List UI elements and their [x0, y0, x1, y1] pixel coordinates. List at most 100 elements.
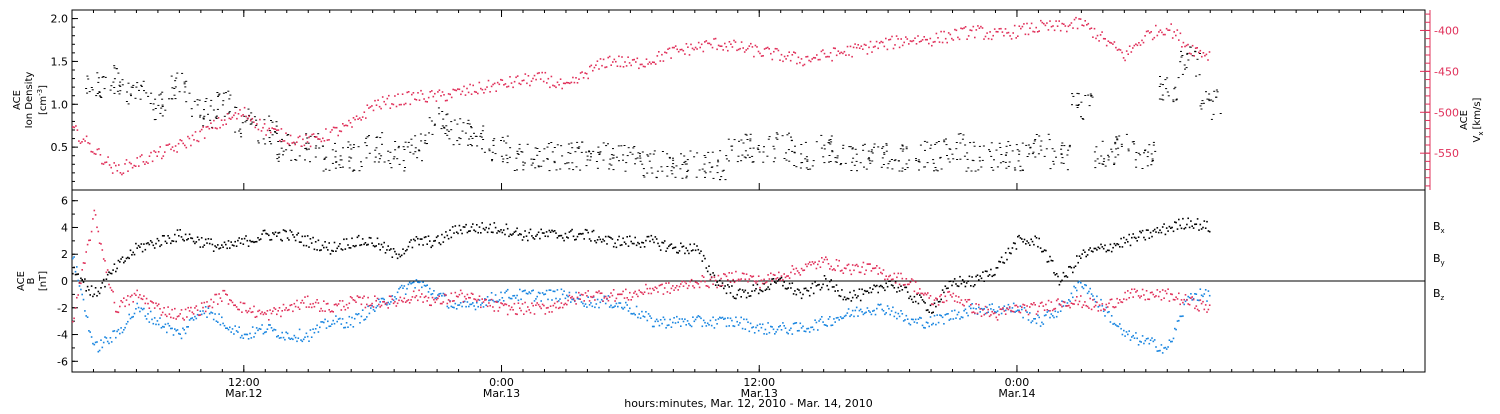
- bx-point: [756, 283, 759, 286]
- by-point: [1135, 332, 1137, 334]
- by-point: [309, 329, 312, 331]
- density-point: [334, 167, 337, 169]
- bz-point: [302, 302, 305, 304]
- bz-point: [120, 300, 122, 302]
- bx-point: [614, 242, 616, 245]
- bx-point: [625, 243, 627, 245]
- bx-point: [1059, 280, 1062, 283]
- vx-point: [608, 55, 611, 58]
- density-point: [98, 91, 101, 93]
- by-point: [800, 327, 803, 329]
- density-point: [639, 160, 642, 162]
- bz-point: [933, 299, 936, 301]
- bz-point: [822, 261, 824, 263]
- density-point: [159, 112, 162, 114]
- density-point: [1158, 86, 1161, 87]
- vx-point: [1035, 26, 1037, 29]
- vx-point: [928, 42, 930, 45]
- bz-point: [367, 296, 369, 299]
- bz-point: [560, 302, 563, 304]
- bx-point: [1022, 241, 1024, 243]
- bz-point: [113, 301, 116, 304]
- vx-point: [234, 112, 237, 114]
- density-point: [353, 144, 355, 146]
- density-point: [574, 151, 577, 153]
- vx-point: [1012, 32, 1014, 34]
- bz-point: [759, 286, 761, 289]
- bz-point: [1023, 304, 1026, 306]
- bz-point: [1133, 288, 1136, 290]
- by-point: [880, 303, 882, 306]
- by-point: [225, 327, 227, 329]
- vx-point: [1058, 20, 1060, 22]
- density-point: [881, 157, 884, 159]
- bx-point: [906, 291, 909, 293]
- vx-point: [679, 48, 682, 51]
- by-point: [378, 298, 380, 301]
- bx-point: [972, 285, 975, 288]
- density-point: [377, 161, 380, 163]
- density-point: [661, 170, 664, 172]
- bz-point: [1123, 298, 1125, 300]
- by-point: [243, 333, 246, 336]
- vx-point: [392, 103, 395, 106]
- vx-point: [335, 126, 338, 129]
- by-point: [417, 281, 419, 283]
- bx-point: [1034, 235, 1036, 238]
- vx-point: [696, 48, 698, 50]
- bx-point: [339, 243, 341, 245]
- by-point: [937, 321, 940, 324]
- bz-point: [227, 303, 230, 305]
- vx-point: [1015, 37, 1017, 39]
- by-point: [617, 305, 619, 308]
- density-point: [790, 139, 793, 141]
- bx-point: [704, 257, 706, 260]
- density-point: [586, 159, 589, 161]
- vx-point: [398, 103, 401, 106]
- density-point: [199, 116, 201, 118]
- vx-point: [1082, 24, 1085, 27]
- density-point: [225, 92, 227, 94]
- vx-point: [697, 41, 700, 44]
- bz-point: [1090, 308, 1093, 311]
- by-point: [641, 310, 643, 313]
- bx-point: [258, 239, 261, 241]
- bx-point: [276, 235, 278, 237]
- density-point: [138, 89, 140, 91]
- bz-point: [917, 292, 920, 294]
- bz-point: [477, 298, 479, 301]
- vx-point: [188, 137, 191, 140]
- bz-point: [606, 297, 608, 300]
- bx-point: [796, 288, 799, 290]
- density-point: [749, 147, 752, 149]
- bz-point: [333, 303, 336, 306]
- vx-point: [949, 33, 952, 36]
- bz-point: [425, 295, 427, 298]
- vx-point: [809, 60, 812, 63]
- bx-point: [920, 296, 922, 298]
- density-point: [720, 176, 723, 178]
- bz-point: [543, 304, 545, 307]
- vx-point: [668, 47, 671, 50]
- vx-point: [727, 49, 729, 52]
- density-point: [290, 159, 293, 161]
- bz-point: [735, 270, 737, 273]
- bz-point: [1191, 296, 1193, 298]
- density-point: [820, 134, 823, 136]
- bx-point: [300, 241, 302, 243]
- by-point: [1042, 323, 1045, 325]
- by-point: [437, 294, 439, 296]
- bz-point: [478, 295, 481, 297]
- density-point: [334, 142, 336, 144]
- density-point: [863, 143, 866, 145]
- by-point: [463, 300, 466, 303]
- by-point: [1104, 315, 1106, 317]
- bx-point: [1108, 249, 1110, 252]
- by-point: [356, 313, 359, 316]
- bx-point: [647, 235, 650, 238]
- bz-point: [810, 264, 812, 266]
- by-point: [556, 289, 559, 291]
- by-point: [763, 333, 765, 335]
- vx-point: [556, 81, 559, 84]
- density-point: [1067, 149, 1070, 151]
